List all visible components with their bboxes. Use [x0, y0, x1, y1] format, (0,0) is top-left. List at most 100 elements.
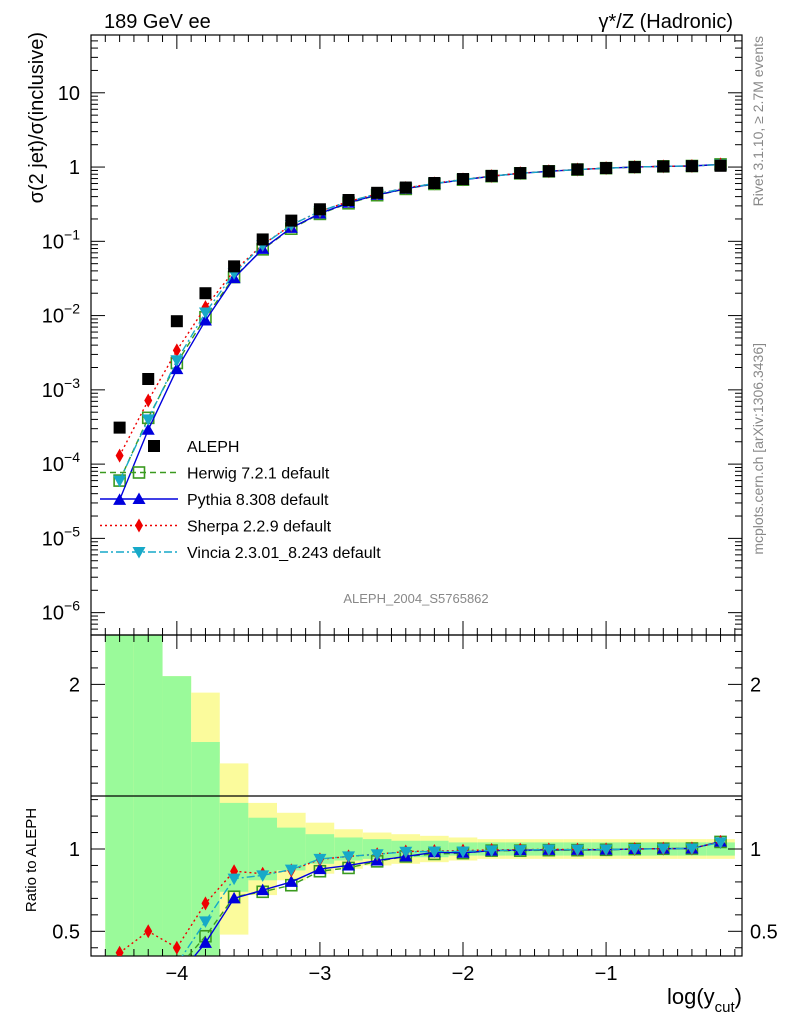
- ratio-line-pythia: [193, 840, 721, 956]
- main-point-data: [685, 160, 698, 173]
- ratio-point-vincia: [227, 873, 241, 886]
- main-point-data: [256, 233, 269, 246]
- ratio-point-vincia: [685, 843, 699, 856]
- legend-label-sherpa: Sherpa 2.2.9 default: [187, 519, 332, 536]
- ratio-y-tick-label-right: 1: [750, 839, 761, 861]
- ratio-point-vincia: [427, 846, 441, 858]
- ratio-y-tick-label-right: 2: [750, 674, 761, 696]
- ratio-point-herwig: [114, 975, 125, 986]
- legend-label-pythia: Pythia 8.308 default: [187, 492, 329, 509]
- ratio-uncertainty-band: [105, 635, 735, 956]
- legend-marker-herwig: [132, 466, 146, 479]
- main-point-sherpa: [115, 448, 124, 463]
- band-inner-bin: [334, 837, 363, 861]
- ratio-point-pythia: [227, 891, 241, 904]
- ratio-point-vincia: [313, 853, 327, 866]
- y-tick-label: 10−5: [42, 523, 80, 550]
- main-point-data: [399, 181, 412, 194]
- ratio-line-herwig: [187, 841, 721, 956]
- ratio-point-vincia: [628, 844, 642, 856]
- x-tick-label: −1: [595, 963, 618, 985]
- ratio-point-herwig: [143, 959, 154, 970]
- ratio-point-vincia: [714, 837, 728, 849]
- main-point-data: [428, 176, 441, 189]
- main-point-sherpa: [172, 343, 181, 358]
- legend: ALEPH Herwig 7.2.1 default Pythia 8.308 de…: [100, 439, 381, 562]
- y-tick-label: 1: [69, 157, 80, 179]
- legend-marker-vincia: [132, 547, 146, 559]
- main-point-vincia: [141, 414, 155, 426]
- ratio-point-pythia: [342, 858, 356, 871]
- legend-marker-sherpa: [135, 518, 143, 533]
- main-point-data: [457, 173, 469, 186]
- ratio-point-sherpa: [115, 945, 124, 956]
- ratio-point-vincia: [542, 844, 556, 856]
- ratio-plot-frame: [90, 634, 743, 957]
- band-inner-bin: [706, 842, 735, 856]
- rivet-version-label: Rivet 3.1.10, ≥ 2.7M events: [750, 36, 766, 206]
- legend-marker-pythia: [132, 492, 146, 504]
- x-tick-label: −2: [452, 963, 475, 985]
- ratio-point-vincia: [342, 851, 356, 863]
- legend-marker-data: [148, 440, 160, 452]
- ratio-y-tick-label-right: 0.5: [750, 921, 778, 943]
- ratio-point-vincia: [570, 844, 584, 857]
- analysis-id-label: ALEPH_2004_S5765862: [343, 591, 488, 606]
- main-point-data: [142, 372, 155, 385]
- y-tick-label: 10−2: [42, 301, 80, 328]
- ratio-point-pythia: [198, 936, 212, 948]
- main-point-data: [342, 194, 355, 207]
- band-inner-bin: [105, 635, 134, 956]
- y-tick-label: 10−3: [42, 375, 80, 402]
- ratio-y-tick-label: 2: [69, 674, 80, 696]
- main-point-data: [514, 167, 527, 180]
- ratio-line-vincia: [181, 841, 721, 956]
- ratio-series-layer: [113, 834, 728, 988]
- ratio-point-vincia: [256, 870, 270, 882]
- main-point-data: [371, 186, 384, 199]
- ratio-point-vincia: [599, 844, 613, 856]
- ratio-point-vincia: [485, 845, 499, 857]
- main-point-sherpa: [144, 393, 153, 408]
- main-point-pythia: [141, 423, 155, 435]
- ratio-point-vincia: [656, 843, 670, 856]
- ratio-point-vincia: [198, 916, 212, 928]
- main-point-data: [571, 163, 584, 176]
- main-point-vincia: [113, 475, 127, 488]
- ratio-point-vincia: [456, 846, 470, 858]
- ratio-point-pythia: [256, 883, 270, 896]
- main-point-data: [485, 169, 498, 182]
- main-point-data: [600, 162, 613, 175]
- y-tick-label: 10−6: [42, 598, 80, 625]
- ratio-point-pythia: [142, 974, 155, 986]
- main-point-data: [714, 159, 727, 172]
- x-tick-label: −3: [309, 963, 332, 985]
- x-tick-label: −4: [165, 963, 188, 985]
- ratio-y-tick-label: 0.5: [52, 921, 80, 943]
- legend-label-herwig: Herwig 7.2.1 default: [187, 466, 330, 483]
- ratio-point-vincia: [113, 976, 126, 988]
- main-point-pythia: [170, 362, 184, 375]
- ratio-point-vincia: [399, 846, 413, 859]
- main-point-vincia: [198, 307, 212, 320]
- y-tick-label: 10−4: [42, 449, 80, 476]
- main-point-vincia: [170, 355, 184, 367]
- main-point-data: [285, 214, 298, 227]
- ratio-point-vincia: [513, 845, 527, 857]
- x-axis-label: log(ycut): [667, 984, 742, 1016]
- main-series-layer: [113, 157, 728, 505]
- main-point-data: [313, 203, 326, 216]
- y-tick-label: 10: [58, 83, 80, 105]
- main-line-vincia: [118, 163, 721, 481]
- ratio-point-sherpa: [144, 924, 153, 939]
- energy-label: 189 GeV ee: [104, 11, 211, 33]
- ratio-point-vincia: [284, 864, 298, 877]
- process-label: γ*/Z (Hadronic): [599, 11, 733, 33]
- ratio-y-tick-label: 1: [69, 839, 80, 861]
- main-point-data: [113, 421, 126, 434]
- ratio-point-pythia: [313, 862, 327, 875]
- axis-ticks: −4 −3 −2 −1 10−6 10−5 10−4 10−3 10−2 10−1 1 10 0.5 0.…: [42, 34, 778, 985]
- main-point-data: [170, 315, 183, 328]
- main-point-data: [228, 260, 241, 273]
